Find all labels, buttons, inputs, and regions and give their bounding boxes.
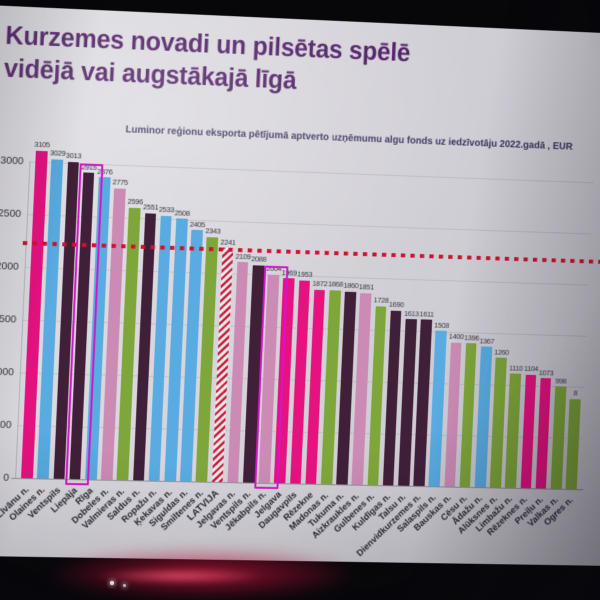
bar-bauskas-n- <box>444 342 462 487</box>
presentation-slide: Kurzemes novadi un pilsētas spēlē vidējā… <box>0 4 600 566</box>
bar-chart: 0 500 1000 1500 2000 2500 3000 3105 Līvānu n. 302… <box>0 4 600 566</box>
y-tick-label: 1500 <box>0 312 17 326</box>
bar-value-label: 1508 <box>433 320 450 330</box>
y-tick-label: 2000 <box>0 260 20 273</box>
reference-line <box>22 241 600 264</box>
bar-salaspils-n- <box>428 330 447 487</box>
y-tick-label: 0 <box>3 471 10 484</box>
bar-limba-u-n- <box>505 373 522 488</box>
bar-value-label: 2508 <box>174 208 191 218</box>
bar-prei-u-n- <box>535 378 552 489</box>
y-tick-label: 500 <box>0 418 12 432</box>
stage-light-core <box>92 568 267 584</box>
bar-value-label: 1260 <box>493 347 510 357</box>
y-tick-label: 2500 <box>0 207 22 221</box>
bar-value-label: 1611 <box>419 309 435 319</box>
bar-c-su-n- <box>459 343 477 488</box>
bar-r-zeknes-n- <box>520 374 537 489</box>
y-tick-label: 1000 <box>0 365 15 379</box>
bar-value-label: 3013 <box>65 151 82 161</box>
bar-value-label: 1851 <box>358 282 374 292</box>
bar-al-ksnes-n- <box>489 357 507 488</box>
bar-value-label: 1367 <box>479 336 495 346</box>
bar-value-label: 2775 <box>112 177 129 188</box>
bar-value-label: 8 <box>573 388 578 398</box>
stage-light-speck <box>110 581 114 585</box>
bar-value-label: 998 <box>555 376 567 386</box>
stage-light-speck <box>123 584 126 587</box>
bar-ogres-n- <box>565 398 581 490</box>
bar-value-label: 2343 <box>205 226 221 236</box>
y-tick-label: 3000 <box>0 154 24 168</box>
bar-value-label: 2241 <box>220 237 236 247</box>
bar--da-u-n- <box>474 346 492 488</box>
